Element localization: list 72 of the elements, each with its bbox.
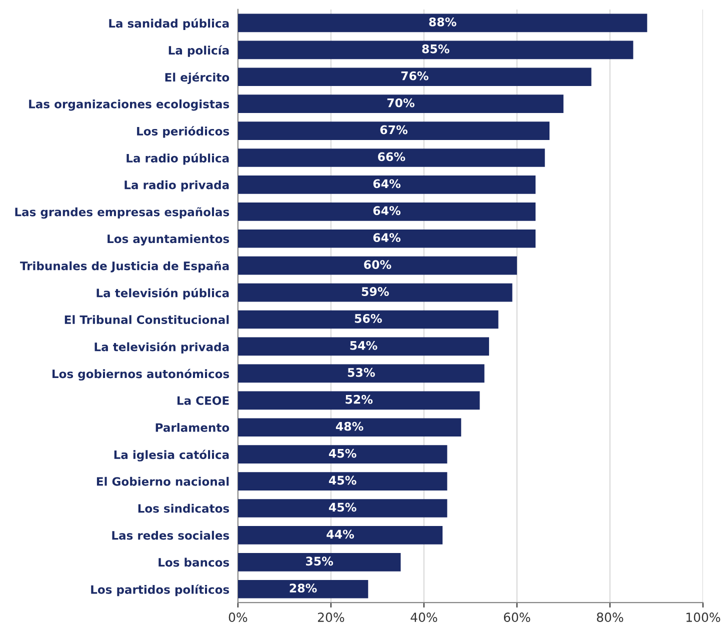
y-tick-label: La iglesia católica bbox=[114, 450, 229, 462]
data-label: 54% bbox=[350, 340, 378, 350]
data-label: 64% bbox=[373, 233, 400, 242]
y-tick-label: Los periódicos bbox=[137, 126, 230, 138]
bar bbox=[238, 472, 448, 490]
data-label: 85% bbox=[422, 44, 450, 54]
y-tick-label: Los ayuntamientos bbox=[108, 234, 230, 246]
data-label: 60% bbox=[364, 260, 392, 270]
y-tick-label: La policía bbox=[168, 45, 229, 57]
data-label: 64% bbox=[373, 179, 400, 188]
y-tick-label: La radio pública bbox=[126, 153, 229, 165]
x-tick-label: 80% bbox=[596, 612, 624, 622]
data-label: 64% bbox=[373, 206, 400, 216]
bar bbox=[238, 580, 368, 598]
y-tick-label: La CEOE bbox=[178, 396, 229, 405]
bar bbox=[238, 418, 462, 437]
x-tick-label: 0% bbox=[228, 612, 248, 622]
data-label: 56% bbox=[354, 314, 382, 323]
data-label: 70% bbox=[387, 98, 414, 108]
y-tick-label: Las organizaciones ecologistas bbox=[29, 99, 230, 111]
bar bbox=[238, 14, 648, 32]
y-tick-label: La televisión privada bbox=[94, 342, 229, 354]
bar bbox=[238, 499, 448, 518]
bar bbox=[238, 68, 592, 86]
bar bbox=[238, 148, 545, 167]
data-label: 45% bbox=[328, 502, 356, 512]
x-tick-label: 40% bbox=[410, 612, 438, 622]
bar bbox=[238, 94, 564, 113]
bar bbox=[238, 526, 443, 544]
data-label: 45% bbox=[328, 476, 356, 485]
data-label: 35% bbox=[306, 556, 334, 566]
data-label: 48% bbox=[336, 422, 364, 431]
bar bbox=[238, 229, 536, 248]
data-label: 52% bbox=[346, 394, 373, 404]
y-tick-label: Los sindicatos bbox=[138, 504, 230, 513]
data-label: 28% bbox=[290, 584, 317, 593]
x-tick-label: 20% bbox=[318, 612, 344, 622]
bar bbox=[238, 337, 490, 356]
y-tick-label: La radio privada bbox=[124, 180, 229, 192]
bar bbox=[238, 391, 480, 410]
y-tick-label: La sanidad pública bbox=[109, 18, 229, 30]
bar bbox=[238, 256, 517, 275]
bar bbox=[238, 176, 536, 194]
bar bbox=[238, 552, 401, 572]
y-tick-label: Los partidos políticos bbox=[91, 584, 230, 596]
data-label: 53% bbox=[348, 368, 375, 377]
y-tick-label: La televisión pública bbox=[96, 288, 229, 300]
y-tick-label: El Tribunal Constitucional bbox=[64, 315, 229, 324]
bar bbox=[238, 122, 550, 140]
data-label: 76% bbox=[401, 71, 428, 80]
data-label: 45% bbox=[328, 448, 356, 458]
data-label: 67% bbox=[380, 125, 408, 134]
y-tick-label: Las grandes empresas españolas bbox=[15, 207, 230, 219]
bar bbox=[238, 202, 536, 221]
x-tick-label: 60% bbox=[504, 612, 530, 622]
y-tick-label: El ejército bbox=[165, 72, 230, 84]
y-tick-label: Parlamento bbox=[156, 422, 230, 432]
bar bbox=[238, 283, 512, 302]
bar bbox=[238, 40, 634, 60]
data-label: 44% bbox=[326, 530, 354, 539]
y-tick-label: El Gobierno nacional bbox=[96, 476, 229, 486]
y-tick-label: Los bancos bbox=[158, 558, 230, 567]
data-label: 66% bbox=[378, 152, 406, 162]
y-tick-label: Las redes sociales bbox=[112, 530, 230, 540]
bar bbox=[238, 445, 448, 464]
y-tick-label: Tribunales de Justicia de España bbox=[20, 261, 229, 272]
data-label: 88% bbox=[429, 17, 456, 26]
bar bbox=[238, 364, 484, 383]
y-tick-label: Los gobiernos autonómicos bbox=[52, 368, 230, 381]
bar bbox=[238, 310, 498, 329]
x-tick-label: 100% bbox=[686, 612, 720, 622]
data-label: 59% bbox=[362, 287, 389, 296]
